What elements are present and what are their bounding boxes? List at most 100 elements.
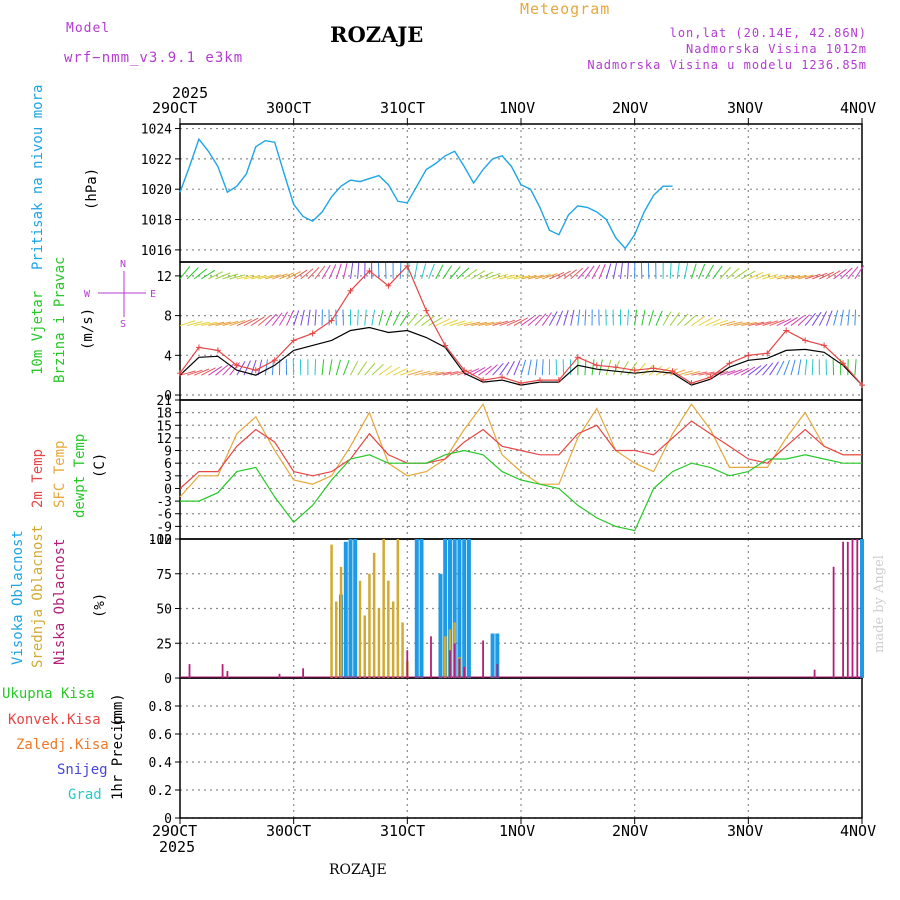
x-top-label: 1NOV [499,99,536,117]
wind-barb [584,265,595,280]
high-cloud-bar [448,539,452,678]
wind-barb [492,273,509,280]
pressure-ytick-label: 1022 [141,153,172,168]
mid-cloud-bar [377,608,381,678]
mid-cloud-bar [444,636,447,678]
low-cloud-bar [302,668,304,678]
wind-barb [634,309,638,326]
cloud-ytick-label: 25 [156,637,172,652]
wind-barb [265,274,281,280]
high-cloud-bar [860,539,864,678]
dewpt-line [180,449,862,532]
cloud-ytick-label: 100 [149,533,172,548]
pressure-frame [179,123,863,263]
temp-ytick-label: 12 [156,432,172,447]
wind-barb [314,265,326,280]
low-cloud-bar [458,658,461,678]
wind-barb [705,371,722,376]
wind-barb [570,267,584,280]
wind-barb [371,363,384,376]
wind-barb [762,320,778,327]
wind-barb [527,314,541,326]
compass-south: S [120,319,126,330]
wind-barb [840,267,853,280]
wind-barb [769,274,786,280]
mid-cloud-bar [368,573,371,679]
wind-barb [769,319,785,327]
wind-barb [193,268,208,280]
wind-barb [676,313,689,326]
wind-barb [812,272,828,280]
low-cloud-bar [856,539,859,678]
wind-barb [406,313,419,326]
low-cloud-bar [842,541,844,678]
wind-barb [286,310,294,326]
temp-ytick-label: -9 [156,520,172,535]
wind-barb [449,320,466,327]
low-cloud-bar [278,673,281,678]
wind-barb [605,263,612,280]
wind-barb [378,309,384,326]
wind-barb [421,371,438,376]
wind-barb [741,321,757,327]
wind-barb [201,367,216,376]
wind-barb [783,275,800,280]
wind-barb [179,370,196,376]
legend-snow: Snijeg [57,762,108,778]
wind-barb [797,274,814,280]
pressure-ytick-label: 1016 [141,244,172,259]
wind-barb [300,309,305,326]
wind-barb [215,321,232,327]
x-bottom-label: 31OCT [380,822,426,840]
wind-barb [655,366,671,376]
wind-barb [456,321,473,327]
model-label: Model [66,21,111,36]
wind-barb [563,269,577,280]
wind-barb [236,318,252,327]
temp-ytick-label: 6 [164,457,172,472]
wind-barb [577,309,581,326]
wind-barb [591,359,595,376]
model-name: wrf−nmm_v3.9.1 e3km [64,50,244,66]
wind-barb [833,268,847,280]
sfc-temp-line [179,402,862,498]
wind-barb [726,369,743,376]
high-cloud-bar [419,539,424,678]
wind-barb [549,271,565,280]
wind-barb [797,314,811,326]
wind-barb [414,370,431,376]
wind-barb [428,263,435,280]
wind-barb [279,272,295,280]
high-cloud-bar [353,539,358,678]
wind-barb [194,368,210,376]
wind-barb [229,274,246,280]
wind-barb [464,321,480,327]
wind-barb [499,319,515,327]
wind-barb [236,274,253,280]
wind-barb [563,310,569,326]
wind-barb [762,274,779,280]
wind-barb [740,366,756,376]
wind-barb [755,321,772,327]
wind-barb [548,311,558,326]
mid-cloud-bar [401,622,404,678]
high-cloud-bar [457,539,462,678]
wind-barb [243,275,260,280]
wind-barb [840,309,844,326]
wind-barb [300,268,314,280]
x-bottom-label: 30OCT [266,822,312,840]
wind-barb [201,321,218,327]
wind-barb [271,312,283,326]
wind-barb [513,317,529,326]
wind-barb [272,273,288,280]
wind-ytick-label: 0 [164,389,172,404]
wind-barb [734,321,750,327]
precip-ytick-label: 0.4 [149,756,173,771]
x-bottom-label: 4NOV [840,822,877,840]
precip-ytick-label: 0.6 [149,728,172,743]
wind-barb [342,360,350,376]
x-bottom-label: 2NOV [612,822,649,840]
wind-barb [392,311,401,326]
low-cloud-bar [813,669,816,678]
wind-ytick-label: 12 [156,270,172,285]
